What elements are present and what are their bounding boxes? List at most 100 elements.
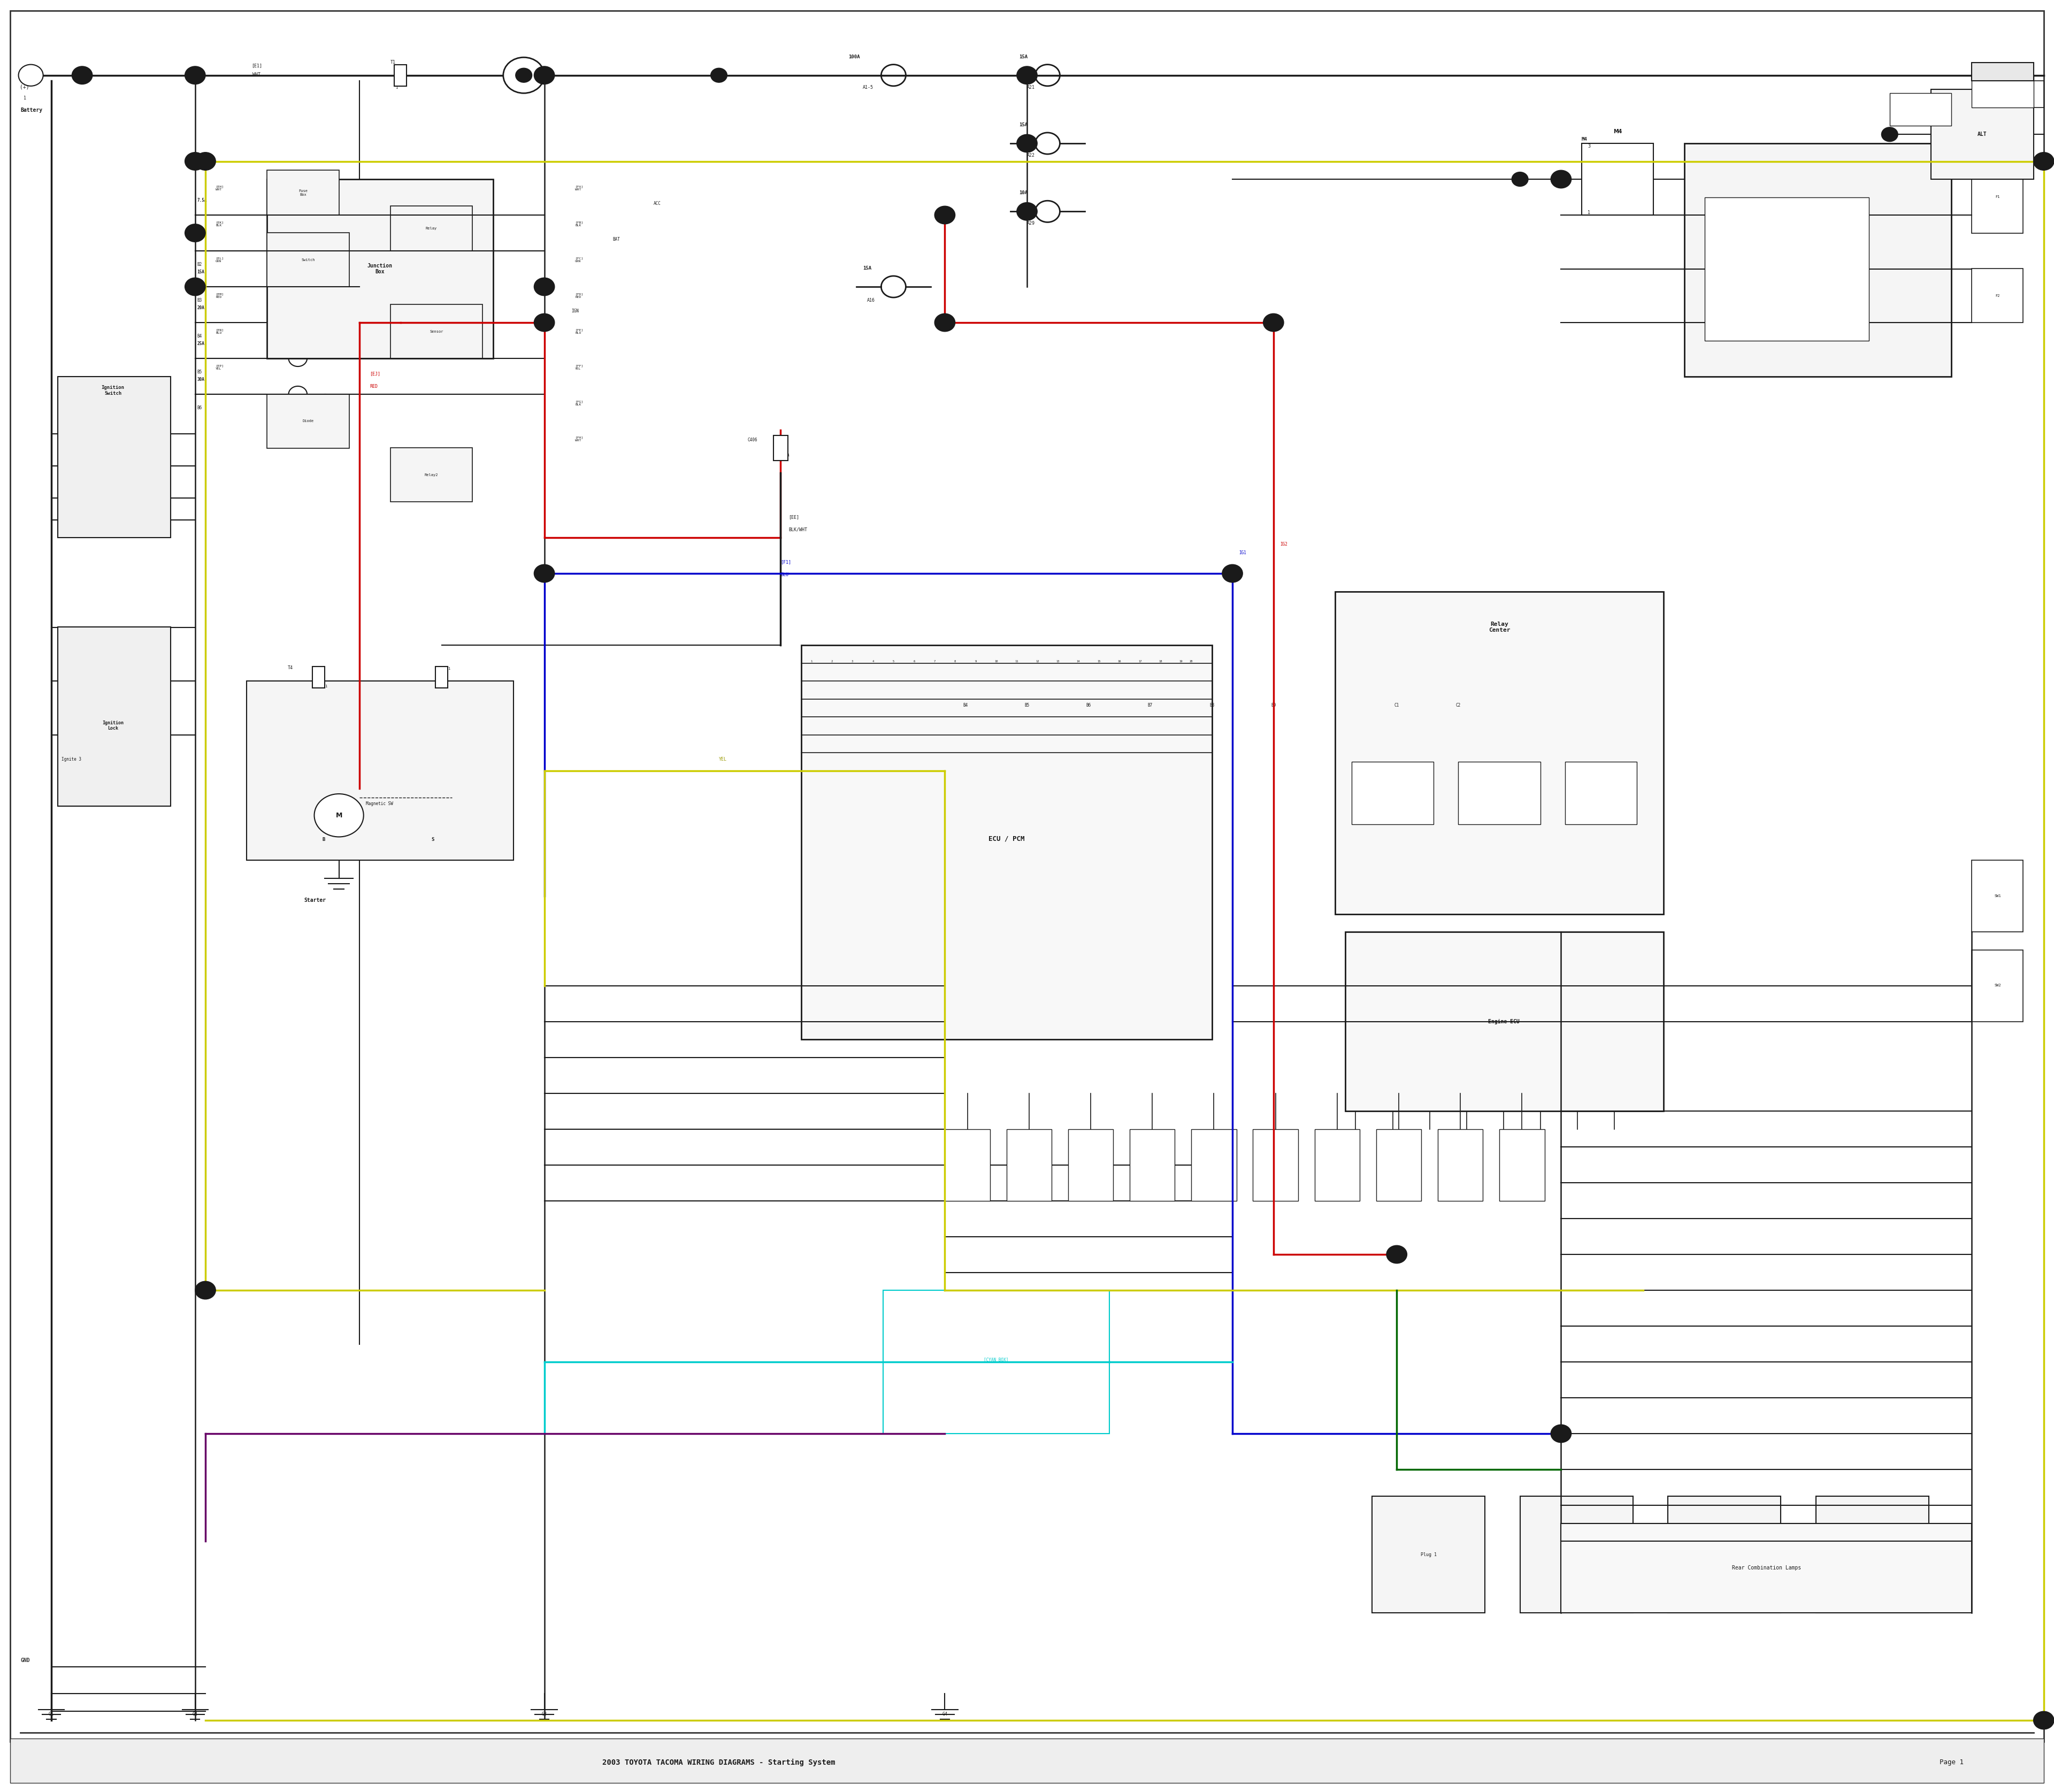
Circle shape	[1017, 66, 1037, 84]
Text: Ignite 3: Ignite 3	[62, 756, 82, 762]
Text: B7: B7	[1148, 702, 1152, 708]
Bar	[1335, 591, 1664, 914]
Bar	[312, 667, 325, 688]
Circle shape	[185, 152, 205, 170]
Circle shape	[1551, 1425, 1571, 1443]
Text: 10: 10	[1783, 213, 1787, 215]
Text: 1: 1	[1588, 210, 1590, 215]
Text: RED: RED	[370, 383, 378, 389]
Bar	[1982, 81, 2044, 108]
Bar	[1972, 75, 2033, 108]
Circle shape	[1019, 68, 1035, 82]
Text: [EL]
GRN: [EL] GRN	[216, 256, 224, 263]
Text: Relay: Relay	[425, 228, 438, 229]
Text: Plug 4: Plug 4	[1865, 1552, 1879, 1557]
Circle shape	[534, 66, 555, 84]
Text: 15A: 15A	[1019, 54, 1027, 59]
Text: B6: B6	[197, 405, 201, 410]
Text: 1: 1	[448, 667, 450, 670]
Circle shape	[536, 68, 553, 82]
Text: B8: B8	[1210, 702, 1214, 708]
Text: G2: G2	[193, 1711, 197, 1717]
Circle shape	[1512, 172, 1528, 186]
Text: BLU: BLU	[781, 572, 789, 577]
Text: P8: P8	[1397, 1163, 1401, 1167]
Text: [FB]
BLK: [FB] BLK	[575, 220, 583, 228]
Text: [FH]
WHT: [FH] WHT	[575, 435, 583, 443]
Text: 11: 11	[1808, 213, 1812, 215]
Bar	[1372, 1496, 1485, 1613]
Text: BLK/WHT: BLK/WHT	[789, 527, 807, 532]
Text: 3: 3	[1588, 143, 1590, 149]
Text: 100A: 100A	[848, 54, 861, 59]
Bar	[1582, 143, 1653, 215]
Text: Engine ECU: Engine ECU	[1487, 1020, 1520, 1023]
Text: 12: 12	[1035, 661, 1039, 663]
Circle shape	[1386, 1245, 1407, 1263]
Text: [EP]
YEL: [EP] YEL	[216, 364, 224, 371]
Text: [EN]
BLU: [EN] BLU	[216, 328, 224, 335]
Text: [EJ]: [EJ]	[370, 371, 380, 376]
Bar	[1668, 1496, 1781, 1613]
Text: Page 1: Page 1	[1939, 1760, 1964, 1765]
Circle shape	[1881, 127, 1898, 142]
Text: T4: T4	[288, 665, 294, 670]
Text: 11: 11	[1015, 661, 1019, 663]
Text: 1: 1	[394, 86, 398, 90]
Circle shape	[185, 278, 205, 296]
Bar	[1565, 762, 1637, 824]
Bar	[1438, 1129, 1483, 1201]
Text: 30A: 30A	[197, 376, 205, 382]
Circle shape	[516, 68, 532, 82]
Bar	[390, 206, 472, 251]
Text: [EM]
RED: [EM] RED	[216, 292, 224, 299]
Bar	[58, 627, 170, 806]
Text: 1: 1	[23, 95, 27, 100]
Text: IGN: IGN	[571, 308, 579, 314]
Bar	[883, 1290, 1109, 1434]
Text: Plug 2: Plug 2	[1569, 1552, 1584, 1557]
Text: [CYAN BOX]: [CYAN BOX]	[984, 1357, 1009, 1362]
Text: [EH]
WHT: [EH] WHT	[216, 185, 224, 192]
Text: 2003 TOYOTA TACOMA WIRING DIAGRAMS - Starting System: 2003 TOYOTA TACOMA WIRING DIAGRAMS - Sta…	[602, 1758, 836, 1767]
Text: ECM
1: ECM 1	[1389, 788, 1397, 797]
Text: 19: 19	[1179, 661, 1183, 663]
Text: P3: P3	[1089, 1163, 1093, 1167]
Text: ECM
2: ECM 2	[1495, 788, 1504, 797]
Circle shape	[534, 564, 555, 582]
Bar	[58, 376, 170, 538]
Text: 20: 20	[1189, 661, 1193, 663]
Text: S: S	[431, 837, 433, 842]
Text: C406: C406	[748, 437, 758, 443]
Text: A29: A29	[1027, 220, 1035, 226]
Text: M: M	[335, 812, 343, 819]
Bar	[1684, 143, 1951, 376]
Bar	[1972, 269, 2023, 323]
Text: 1: 1	[787, 453, 789, 457]
Text: GND: GND	[21, 1658, 31, 1663]
Bar	[1315, 1129, 1360, 1201]
Text: Plug 3: Plug 3	[1717, 1552, 1732, 1557]
Text: WHT: WHT	[253, 72, 261, 77]
Text: SW1: SW1	[1994, 894, 2001, 898]
Text: 10A: 10A	[197, 233, 205, 238]
Bar	[246, 681, 514, 860]
Bar	[1520, 1496, 1633, 1613]
Bar	[1931, 90, 2033, 179]
Text: B5: B5	[197, 369, 201, 375]
Text: SW2: SW2	[1994, 984, 2001, 987]
Bar	[1253, 1129, 1298, 1201]
Bar	[1816, 1496, 1929, 1613]
Text: B1: B1	[197, 226, 201, 231]
Text: B4: B4	[963, 702, 967, 708]
Bar	[10, 1738, 2044, 1783]
Text: M4: M4	[1612, 129, 1623, 134]
Text: B9: B9	[1271, 702, 1276, 708]
Text: Magnetic SW: Magnetic SW	[366, 801, 392, 806]
Text: F1: F1	[1994, 195, 2001, 199]
Text: B4: B4	[197, 333, 201, 339]
Text: C101: C101	[2009, 91, 2017, 95]
Bar	[1458, 762, 1540, 824]
Text: P9: P9	[1458, 1163, 1462, 1167]
Bar	[1130, 1129, 1175, 1201]
